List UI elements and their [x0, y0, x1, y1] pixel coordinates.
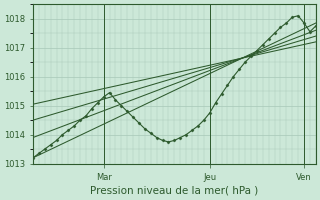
X-axis label: Pression niveau de la mer( hPa ): Pression niveau de la mer( hPa ): [90, 186, 259, 196]
